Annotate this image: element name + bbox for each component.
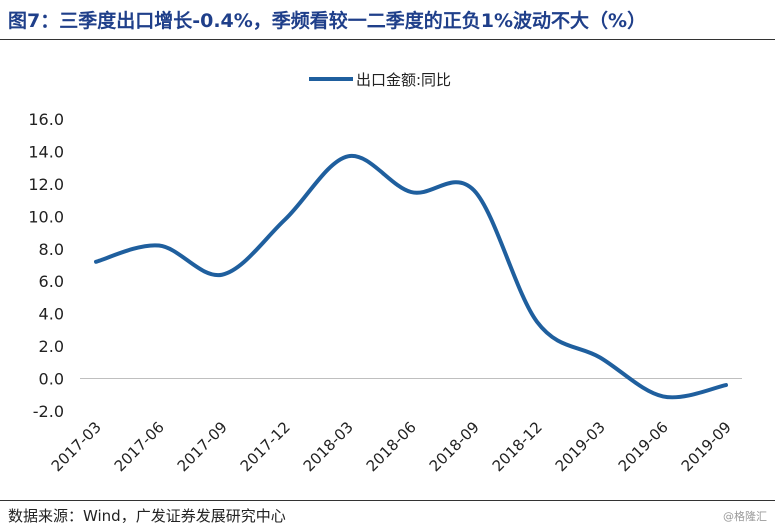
x-tick-label: 2019-03 — [552, 418, 609, 475]
y-tick-label: 4.0 — [39, 305, 64, 324]
watermark: @格隆汇 — [723, 510, 767, 523]
y-tick-label: -2.0 — [33, 402, 64, 421]
x-tick-label: 2017-06 — [111, 418, 168, 475]
title-divider — [0, 39, 775, 40]
x-tick-label: 2017-12 — [237, 418, 294, 475]
x-axis: 2017-03 2017-06 2017-09 2017-12 2018-03 2018-… — [48, 378, 742, 475]
x-tick-label: 2018-06 — [363, 418, 420, 475]
legend-label: 出口金额:同比 — [356, 71, 451, 89]
y-tick-label: 8.0 — [39, 240, 64, 259]
y-tick-label: 2.0 — [39, 337, 64, 356]
x-tick-label: 2019-06 — [615, 418, 672, 475]
y-tick-label: 12.0 — [28, 175, 64, 194]
chart-title: 图7：三季度出口增长-0.4%，季频看较一二季度的正负1%波动不大（%） — [8, 10, 647, 32]
series-line-export-yoy — [94, 154, 728, 400]
legend: 出口金额:同比 — [309, 71, 451, 89]
x-tick-label: 2018-03 — [300, 418, 357, 475]
y-tick-label: 6.0 — [39, 272, 64, 291]
x-tick-label: 2017-03 — [48, 418, 105, 475]
series-points — [94, 154, 728, 398]
x-tick-label: 2018-09 — [426, 418, 483, 475]
y-tick-label: 16.0 — [28, 110, 64, 129]
y-tick-label: 10.0 — [28, 207, 64, 226]
y-axis: 16.0 14.0 12.0 10.0 8.0 6.0 4.0 2.0 0.0 -2.0 — [28, 110, 64, 421]
line-chart: 出口金额:同比 16.0 14.0 12.0 10.0 8.0 6.0 4.0 2.0 0.0 -… — [28, 71, 742, 475]
x-tick-label: 2018-12 — [489, 418, 546, 475]
source-note: 数据来源：Wind，广发证券发展研究中心 — [8, 507, 286, 525]
x-tick-label: 2017-09 — [174, 418, 231, 475]
y-tick-label: 0.0 — [39, 370, 64, 389]
footer-divider — [0, 500, 775, 501]
x-tick-label: 2019-09 — [678, 418, 735, 475]
y-tick-label: 14.0 — [28, 142, 64, 161]
